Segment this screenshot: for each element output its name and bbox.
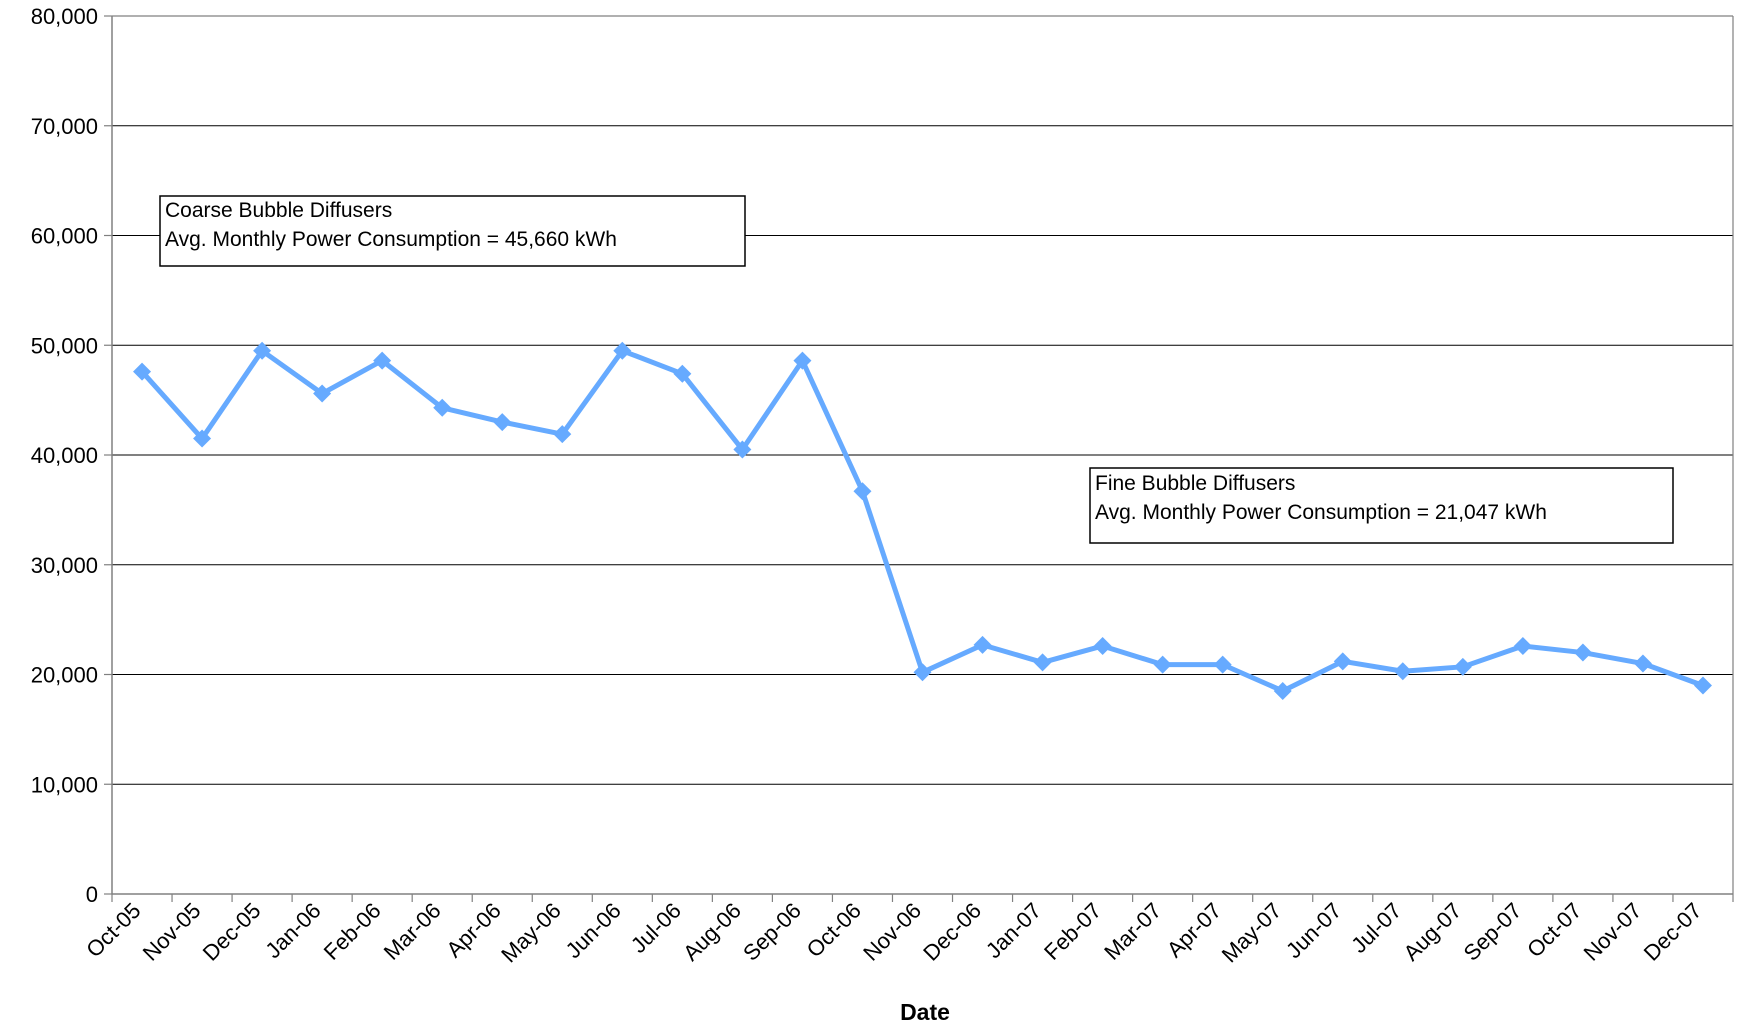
x-tick-label: Apr-06 <box>441 898 505 962</box>
x-tick-label: Jul-07 <box>1346 898 1406 958</box>
x-tick-label: Nov-06 <box>858 898 926 966</box>
data-point-marker <box>553 425 572 444</box>
x-tick-label: Jun-07 <box>1281 898 1346 963</box>
y-tick-label: 0 <box>86 882 98 907</box>
x-tick-label: Oct-07 <box>1522 898 1586 962</box>
annotation-fine-bubble: Fine Bubble Diffusers Avg. Monthly Power… <box>1089 467 1674 544</box>
data-point-marker <box>193 429 212 448</box>
y-tick-label: 30,000 <box>31 553 98 578</box>
x-axis-title: Date <box>900 999 950 1025</box>
y-tick-label: 70,000 <box>31 114 98 139</box>
data-point-marker <box>133 362 152 381</box>
data-point-marker <box>1093 636 1112 655</box>
annotation-fine-title: Fine Bubble Diffusers <box>1095 472 1295 495</box>
annotation-fine-average: Avg. Monthly Power Consumption = 21,047 … <box>1095 501 1547 524</box>
x-tick-label: Oct-05 <box>81 898 145 962</box>
x-tick-label: Aug-06 <box>678 898 746 966</box>
x-tick-label: May-06 <box>496 898 566 968</box>
x-tick-label: Dec-05 <box>198 898 266 966</box>
data-point-marker <box>613 341 632 360</box>
x-tick-label: Feb-07 <box>1039 898 1106 965</box>
x-tick-label: Dec-06 <box>918 898 986 966</box>
data-point-marker <box>1333 652 1352 671</box>
x-tick-label: Jun-06 <box>561 898 626 963</box>
x-tick-label: Apr-07 <box>1162 898 1226 962</box>
x-tick-label: Nov-05 <box>138 898 206 966</box>
x-tick-label: Oct-06 <box>802 898 866 962</box>
x-tick-label: Jan-06 <box>260 898 325 963</box>
data-point-marker <box>493 413 512 432</box>
x-tick-label: Jul-06 <box>626 898 686 958</box>
x-axis-tick-labels: Oct-05Nov-05Dec-05Jan-06Feb-06Mar-06Apr-… <box>81 898 1706 968</box>
axes <box>104 15 1734 902</box>
x-tick-label: Jan-07 <box>981 898 1046 963</box>
x-tick-label: Feb-06 <box>319 898 386 965</box>
x-tick-label: Aug-07 <box>1399 898 1467 966</box>
x-tick-label: Nov-07 <box>1579 898 1647 966</box>
y-tick-label: 40,000 <box>31 443 98 468</box>
y-axis-tick-labels: 0 10,000 20,000 30,000 40,000 50,000 60,000 70,… <box>31 4 98 907</box>
data-point-marker <box>913 663 932 682</box>
data-point-marker <box>1573 643 1592 662</box>
y-tick-label: 10,000 <box>31 772 98 797</box>
y-tick-label: 20,000 <box>31 663 98 688</box>
x-tick-label: Sep-06 <box>738 898 806 966</box>
data-point-marker <box>673 364 692 383</box>
x-tick-label: Sep-07 <box>1459 898 1527 966</box>
data-point-marker <box>433 398 452 417</box>
data-point-marker <box>313 384 332 403</box>
data-point-marker <box>1033 653 1052 672</box>
x-tick-label: Mar-07 <box>1099 898 1166 965</box>
data-point-marker <box>1273 681 1292 700</box>
data-point-marker <box>733 440 752 459</box>
x-tick-label: Dec-07 <box>1639 898 1707 966</box>
y-tick-label: 60,000 <box>31 224 98 249</box>
data-markers <box>133 341 1712 700</box>
y-tick-label: 80,000 <box>31 4 98 29</box>
annotation-coarse-bubble: Coarse Bubble Diffusers Avg. Monthly Pow… <box>159 195 746 267</box>
annotation-coarse-average: Avg. Monthly Power Consumption = 45,660 … <box>165 228 617 251</box>
y-tick-label: 50,000 <box>31 333 98 358</box>
data-point-marker <box>253 341 272 360</box>
x-tick-label: Mar-06 <box>379 898 446 965</box>
data-point-marker <box>1153 655 1172 674</box>
data-point-marker <box>1213 655 1232 674</box>
data-point-marker <box>973 635 992 654</box>
data-point-marker <box>373 351 392 370</box>
annotation-coarse-title: Coarse Bubble Diffusers <box>165 199 392 222</box>
data-point-marker <box>1513 636 1532 655</box>
data-point-marker <box>1633 654 1652 673</box>
data-point-marker <box>1693 676 1712 695</box>
data-point-marker <box>853 482 872 501</box>
data-point-marker <box>793 351 812 370</box>
data-point-marker <box>1453 657 1472 676</box>
x-tick-label: May-07 <box>1217 898 1287 968</box>
data-point-marker <box>1393 662 1412 681</box>
